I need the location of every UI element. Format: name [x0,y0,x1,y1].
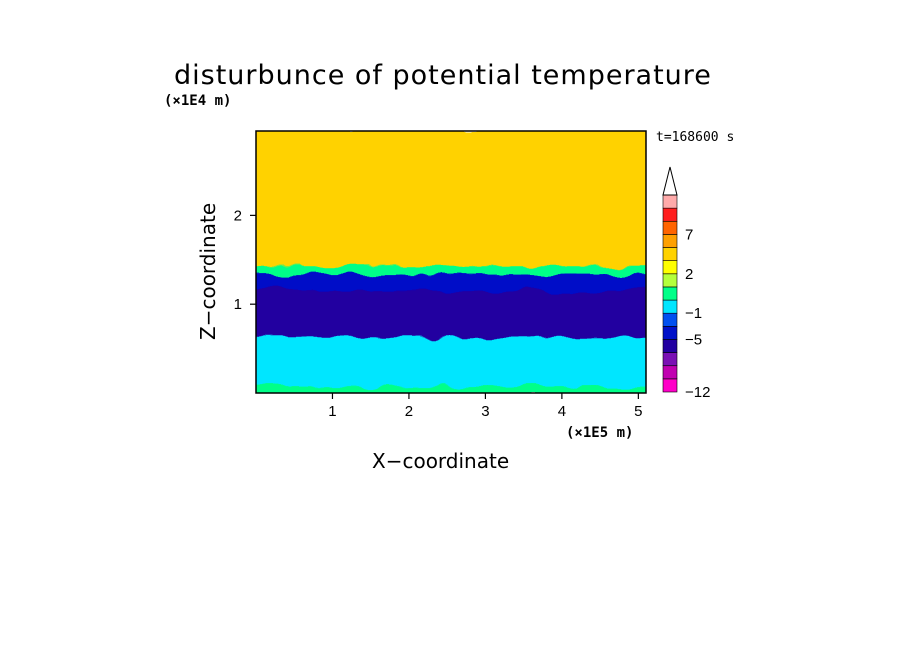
colorbar-swatch [662,326,678,340]
colorbar-swatch [662,260,678,275]
field-band-3 [256,271,646,291]
y-axis-unit: (×1E4 m) [164,93,232,109]
colorbar-swatch [662,273,678,288]
colorbar-swatch [662,312,678,327]
colorbar-label: −5 [685,331,702,348]
colorbar-swatch [662,234,678,248]
field-band-0 [256,382,646,393]
time-label: t=168600 s [656,130,735,145]
chart-title: disturbunce of potential temperature [174,60,712,91]
colorbar-swatch [662,286,678,301]
colorbar-swatch [662,365,678,380]
y-tick-label: 2 [234,207,242,224]
colorbar-extend-arrow [662,166,678,196]
x-axis-label: X−coordinate [372,449,510,473]
field-band-5 [256,131,646,267]
x-axis-unit: (×1E5 m) [566,425,634,441]
colorbar-label: 2 [685,266,693,283]
colorbar-swatch [662,352,678,367]
x-tick-label: 4 [558,403,566,420]
colorbar-swatch [662,207,678,222]
colorbar-swatch [662,339,678,353]
x-tick-label: 5 [634,403,642,420]
colorbar: −12−5−127 [662,166,710,401]
x-tick-label: 2 [405,403,413,420]
x-tick-label: 3 [481,403,489,420]
y-tick-label: 1 [234,296,242,313]
colorbar-swatch [662,247,678,261]
field-band-1 [256,333,646,387]
colorbar-swatch [662,378,678,393]
x-tick-label: 1 [328,403,336,420]
colorbar-label: −1 [685,305,702,322]
colorbar-swatch [662,220,678,235]
field-band-2 [256,286,646,338]
colorbar-label: −12 [685,384,710,401]
colorbar-swatch [662,194,678,209]
colorbar-label: 7 [685,226,693,243]
colorbar-swatch [662,299,678,314]
plot-frame [255,130,647,394]
